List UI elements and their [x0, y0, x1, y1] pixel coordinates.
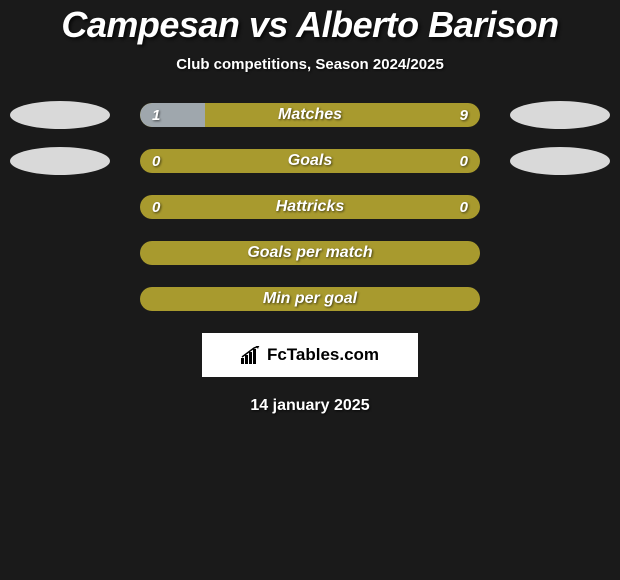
logo-text: FcTables.com	[267, 345, 379, 365]
stat-value-right: 0	[460, 199, 468, 216]
stat-row: Min per goal	[0, 287, 620, 311]
page-title: Campesan vs Alberto Barison	[61, 4, 558, 46]
date-label: 14 january 2025	[250, 397, 369, 415]
player-right-marker	[510, 101, 610, 129]
stat-fill-left	[140, 103, 205, 127]
stat-value-right: 0	[460, 153, 468, 170]
stat-bar: 0Hattricks0	[140, 195, 480, 219]
stat-row: Goals per match	[0, 241, 620, 265]
stat-label: Min per goal	[140, 290, 480, 308]
page-subtitle: Club competitions, Season 2024/2025	[176, 56, 444, 73]
stat-bar: Goals per match	[140, 241, 480, 265]
player-left-marker	[10, 101, 110, 129]
stat-bar: Min per goal	[140, 287, 480, 311]
comparison-infographic: Campesan vs Alberto Barison Club competi…	[0, 0, 620, 415]
stat-value-left: 0	[152, 199, 160, 216]
stat-row: 1Matches9	[0, 103, 620, 127]
stat-label: Goals per match	[140, 244, 480, 262]
stat-bar: 0Goals0	[140, 149, 480, 173]
stat-value-left: 0	[152, 153, 160, 170]
player-right-marker	[510, 147, 610, 175]
stat-value-right: 9	[460, 107, 468, 124]
logo-badge: FcTables.com	[202, 333, 418, 377]
stat-label: Goals	[140, 152, 480, 170]
stat-label: Hattricks	[140, 198, 480, 216]
stat-bar: 1Matches9	[140, 103, 480, 127]
stat-row: 0Hattricks0	[0, 195, 620, 219]
stat-row: 0Goals0	[0, 149, 620, 173]
stat-rows: 1Matches90Goals00Hattricks0Goals per mat…	[0, 103, 620, 311]
player-left-marker	[10, 147, 110, 175]
chart-icon	[241, 346, 263, 364]
